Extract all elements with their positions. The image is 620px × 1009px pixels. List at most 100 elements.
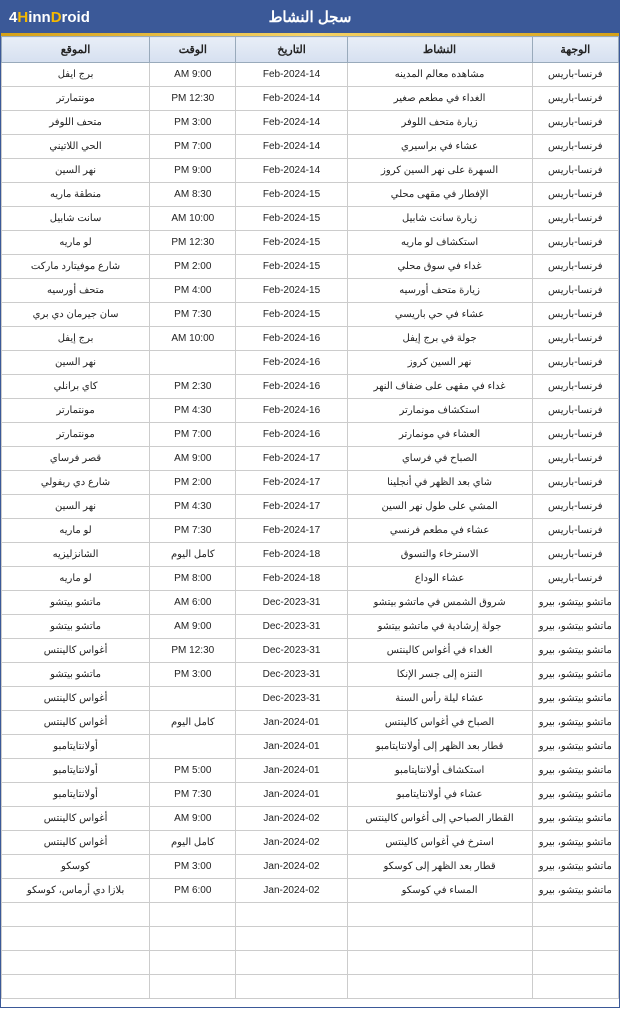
cell-time: 3:00 PM	[150, 663, 236, 687]
table-row[interactable]: فرنسا-باريسمشاهده معالم المدينه14-Feb-20…	[2, 63, 619, 87]
table-row[interactable]: فرنسا-باريسزيارة متحف اللوفر14-Feb-20243…	[2, 111, 619, 135]
cell-time: 6:00 PM	[150, 879, 236, 903]
table-row[interactable]: فرنسا-باريساستكشاف لو ماريه15-Feb-202412…	[2, 231, 619, 255]
cell-dest: فرنسا-باريس	[532, 207, 618, 231]
table-row[interactable]: فرنسا-باريسالسهرة على نهر السين كروز14-F…	[2, 159, 619, 183]
table-row[interactable]: فرنسا-باريسعشاء الوداع18-Feb-20248:00 PM…	[2, 567, 619, 591]
table-row[interactable]: فرنسا-باريسالاسترخاء والتسوق18-Feb-2024ك…	[2, 543, 619, 567]
cell-act: الصباح في أغواس كالينتس	[347, 711, 532, 735]
cell-dest: ماتشو بيتشو، بيرو	[532, 615, 618, 639]
table-row[interactable]: فرنسا-باريسنهر السين كروز16-Feb-2024نهر …	[2, 351, 619, 375]
cell-act: زيارة متحف أورسيه	[347, 279, 532, 303]
table-row[interactable]: فرنسا-باريساستكشاف مونمارتر16-Feb-20244:…	[2, 399, 619, 423]
table-row[interactable]: فرنسا-باريسشاي بعد الظهر في أنجلينا17-Fe…	[2, 471, 619, 495]
table-row[interactable]: ماتشو بيتشو، بيروعشاء ليلة رأس السنة31-D…	[2, 687, 619, 711]
cell-act: عشاء ليلة رأس السنة	[347, 687, 532, 711]
cell-act: غداء في سوق محلي	[347, 255, 532, 279]
cell-loc: أغواس كالينتس	[2, 831, 150, 855]
col-location[interactable]: الموقع	[2, 37, 150, 63]
table-row[interactable]: فرنسا-باريسالغداء في مطعم صغير14-Feb-202…	[2, 87, 619, 111]
table-row[interactable]: فرنسا-باريسزيارة متحف أورسيه15-Feb-20244…	[2, 279, 619, 303]
cell-dest: ماتشو بيتشو، بيرو	[532, 687, 618, 711]
cell-date: 15-Feb-2024	[236, 183, 347, 207]
cell-time: 9:00 AM	[150, 447, 236, 471]
cell-empty	[347, 927, 532, 951]
table-row[interactable]: فرنسا-باريسزيارة سانت شابيل15-Feb-202410…	[2, 207, 619, 231]
activity-table-wrap: الوجهة النشاط التاريخ الوقت الموقع فرنسا…	[1, 36, 619, 1009]
cell-time: 12:30 PM	[150, 231, 236, 255]
cell-loc: كوسكو	[2, 855, 150, 879]
cell-dest: فرنسا-باريس	[532, 303, 618, 327]
cell-dest: فرنسا-باريس	[532, 495, 618, 519]
cell-dest: فرنسا-باريس	[532, 111, 618, 135]
cell-act: المساء في كوسكو	[347, 879, 532, 903]
cell-date: 15-Feb-2024	[236, 255, 347, 279]
cell-date: 17-Feb-2024	[236, 495, 347, 519]
cell-loc: كاي برانلي	[2, 375, 150, 399]
cell-empty	[236, 903, 347, 927]
cell-act: التنزه إلى جسر الإنكا	[347, 663, 532, 687]
table-row[interactable]: ماتشو بيتشو، بيروالقطار الصباحي إلى أغوا…	[2, 807, 619, 831]
table-row[interactable]: فرنسا-باريسجولة في برج إيفل16-Feb-202410…	[2, 327, 619, 351]
table-row-empty	[2, 903, 619, 927]
cell-loc: أغواس كالينتس	[2, 639, 150, 663]
table-row[interactable]: فرنسا-باريسغداء في سوق محلي15-Feb-20242:…	[2, 255, 619, 279]
table-row[interactable]: فرنسا-باريسغداء في مقهى على ضفاف النهر16…	[2, 375, 619, 399]
table-row[interactable]: ماتشو بيتشو، بيرواستكشاف أولانتايتامبو01…	[2, 759, 619, 783]
cell-time: 8:00 PM	[150, 567, 236, 591]
cell-dest: ماتشو بيتشو، بيرو	[532, 879, 618, 903]
cell-time: 12:30 PM	[150, 639, 236, 663]
table-row[interactable]: فرنسا-باريسعشاء في حي باريسي15-Feb-20247…	[2, 303, 619, 327]
cell-empty	[532, 951, 618, 975]
cell-time: 7:00 PM	[150, 135, 236, 159]
cell-time: 2:30 PM	[150, 375, 236, 399]
cell-time	[150, 735, 236, 759]
table-row[interactable]: ماتشو بيتشو، بيروالمساء في كوسكو02-Jan-2…	[2, 879, 619, 903]
table-row-empty	[2, 951, 619, 975]
table-row[interactable]: فرنسا-باريسالإفطار في مقهى محلي15-Feb-20…	[2, 183, 619, 207]
cell-act: قطار بعد الظهر إلى أولانتايتامبو	[347, 735, 532, 759]
cell-date: 15-Feb-2024	[236, 303, 347, 327]
cell-act: عشاء في حي باريسي	[347, 303, 532, 327]
col-time[interactable]: الوقت	[150, 37, 236, 63]
table-row[interactable]: ماتشو بيتشو، بيروعشاء في أولانتايتامبو01…	[2, 783, 619, 807]
table-row[interactable]: ماتشو بيتشو، بيروالصباح في أغواس كالينتس…	[2, 711, 619, 735]
table-row[interactable]: فرنسا-باريسعشاء في براسيري14-Feb-20247:0…	[2, 135, 619, 159]
activity-table: الوجهة النشاط التاريخ الوقت الموقع فرنسا…	[1, 36, 619, 999]
cell-loc: أولانتايتامبو	[2, 759, 150, 783]
cell-dest: فرنسا-باريس	[532, 351, 618, 375]
table-row[interactable]: ماتشو بيتشو، بيروجولة إرشادية في ماتشو ب…	[2, 615, 619, 639]
col-date[interactable]: التاريخ	[236, 37, 347, 63]
cell-date: 14-Feb-2024	[236, 111, 347, 135]
cell-empty	[150, 927, 236, 951]
cell-act: الاسترخاء والتسوق	[347, 543, 532, 567]
cell-empty	[347, 903, 532, 927]
cell-act: شروق الشمس في ماتشو بيتشو	[347, 591, 532, 615]
col-destination[interactable]: الوجهة	[532, 37, 618, 63]
table-row[interactable]: ماتشو بيتشو، بيروقطار بعد الظهر إلى أولا…	[2, 735, 619, 759]
cell-time: كامل اليوم	[150, 543, 236, 567]
cell-dest: ماتشو بيتشو، بيرو	[532, 639, 618, 663]
table-row[interactable]: فرنسا-باريسالمشي على طول نهر السين17-Feb…	[2, 495, 619, 519]
cell-act: استرخ في أغواس كالينتس	[347, 831, 532, 855]
table-row[interactable]: فرنسا-باريسالصباح في فرساي17-Feb-20249:0…	[2, 447, 619, 471]
cell-date: 15-Feb-2024	[236, 231, 347, 255]
col-activity[interactable]: النشاط	[347, 37, 532, 63]
cell-loc: شارع دي ريفولي	[2, 471, 150, 495]
cell-date: 02-Jan-2024	[236, 807, 347, 831]
table-row-empty	[2, 927, 619, 951]
cell-loc: الشانزليزيه	[2, 543, 150, 567]
cell-dest: فرنسا-باريس	[532, 543, 618, 567]
table-row[interactable]: ماتشو بيتشو، بيرواسترخ في أغواس كالينتس0…	[2, 831, 619, 855]
cell-date: 18-Feb-2024	[236, 567, 347, 591]
table-row[interactable]: ماتشو بيتشو، بيروالغداء في أغواس كالينتس…	[2, 639, 619, 663]
cell-act: الإفطار في مقهى محلي	[347, 183, 532, 207]
table-row[interactable]: ماتشو بيتشو، بيروقطار بعد الظهر إلى كوسك…	[2, 855, 619, 879]
table-row[interactable]: ماتشو بيتشو، بيروشروق الشمس في ماتشو بيت…	[2, 591, 619, 615]
cell-loc: مونتمارتر	[2, 87, 150, 111]
cell-time: 2:00 PM	[150, 471, 236, 495]
cell-date: 01-Jan-2024	[236, 783, 347, 807]
table-row[interactable]: ماتشو بيتشو، بيروالتنزه إلى جسر الإنكا31…	[2, 663, 619, 687]
table-row[interactable]: فرنسا-باريسعشاء في مطعم فرنسي17-Feb-2024…	[2, 519, 619, 543]
table-row[interactable]: فرنسا-باريسالعشاء في مونمارتر16-Feb-2024…	[2, 423, 619, 447]
